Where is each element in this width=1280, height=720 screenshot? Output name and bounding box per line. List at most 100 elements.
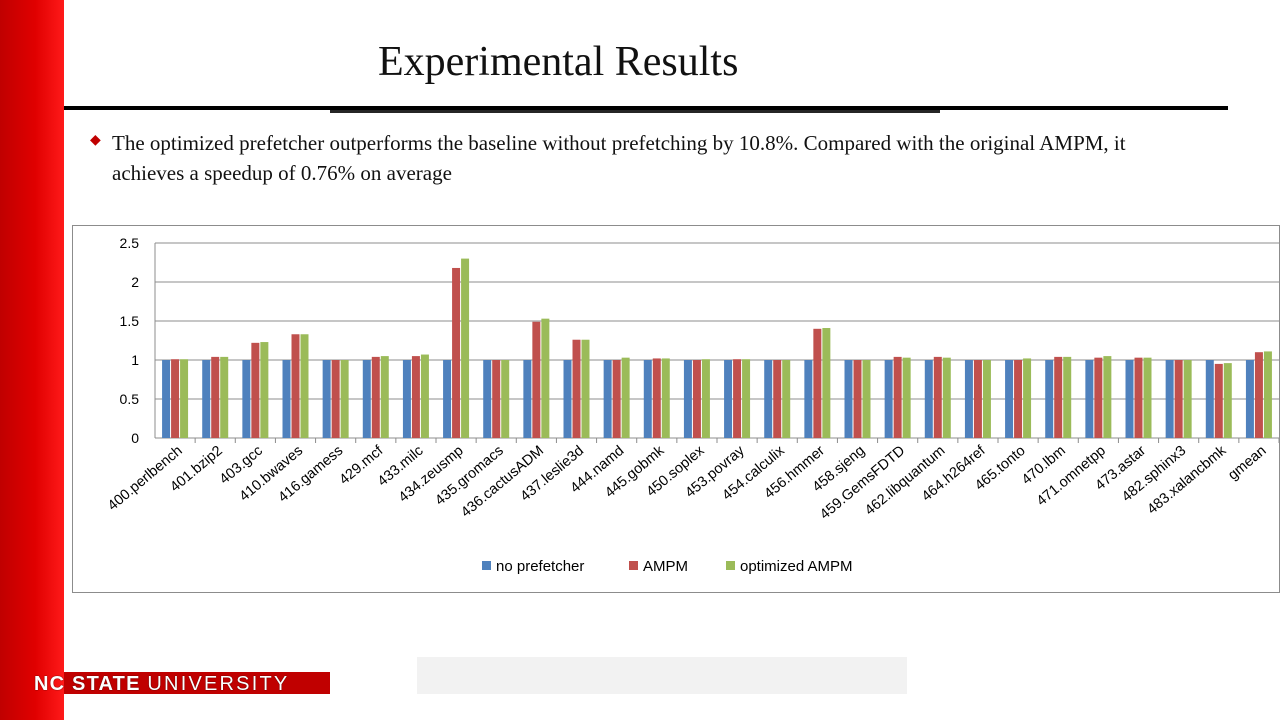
bar-no-prefetcher [362, 360, 371, 438]
bar-no-prefetcher [443, 360, 452, 438]
bar-ampm [411, 356, 420, 438]
y-tick-label: 1 [131, 352, 139, 368]
bar-ampm [532, 321, 541, 438]
footer-logo: NC STATE UNIVERSITY [34, 672, 290, 695]
y-tick-label: 2.5 [120, 235, 140, 251]
bar-ampm [251, 342, 260, 438]
bar-optimized-ampm [1143, 357, 1152, 438]
bar-no-prefetcher [1005, 360, 1014, 438]
bar-optimized-ampm [1103, 356, 1112, 438]
bar-optimized-ampm [380, 356, 389, 438]
bar-optimized-ampm [420, 354, 429, 438]
footer-band [64, 672, 330, 694]
bar-ampm [291, 334, 300, 438]
bar-ampm [331, 360, 340, 438]
bar-optimized-ampm [1263, 351, 1272, 438]
bar-ampm [733, 359, 742, 438]
bar-no-prefetcher [924, 360, 933, 438]
bar-no-prefetcher [202, 360, 211, 438]
bar-no-prefetcher [804, 360, 813, 438]
bar-no-prefetcher [242, 360, 251, 438]
legend-label: AMPM [643, 558, 688, 575]
bar-ampm [171, 359, 180, 438]
bar-ampm [692, 360, 701, 438]
left-brand-bar [0, 0, 64, 720]
slide-title: Experimental Results [378, 39, 739, 85]
bar-ampm [211, 356, 220, 438]
bar-no-prefetcher [1165, 360, 1174, 438]
title-underline [64, 106, 1228, 110]
bar-optimized-ampm [621, 357, 630, 438]
bar-optimized-ampm [982, 360, 991, 438]
bar-optimized-ampm [942, 357, 951, 438]
bar-ampm [813, 328, 822, 438]
bar-no-prefetcher [282, 360, 291, 438]
bar-ampm [652, 358, 661, 438]
bar-ampm [1134, 357, 1143, 438]
bar-no-prefetcher [964, 360, 973, 438]
bar-ampm [1014, 360, 1023, 438]
bar-optimized-ampm [541, 318, 550, 438]
legend-label: optimized AMPM [740, 558, 853, 575]
bar-optimized-ampm [1023, 358, 1032, 438]
bar-no-prefetcher [1245, 360, 1254, 438]
legend-label: no prefetcher [496, 558, 584, 575]
bar-no-prefetcher [683, 360, 692, 438]
bar-ampm [853, 360, 862, 438]
bar-optimized-ampm [180, 359, 189, 438]
bar-no-prefetcher [162, 360, 171, 438]
bar-ampm [572, 339, 581, 438]
bar-optimized-ampm [862, 360, 871, 438]
bar-no-prefetcher [402, 360, 411, 438]
footer-placeholder-box [417, 657, 907, 694]
footer-university: UNIVERSITY [147, 673, 290, 695]
bar-optimized-ampm [902, 357, 911, 438]
bar-no-prefetcher [563, 360, 572, 438]
bar-no-prefetcher [483, 360, 492, 438]
bar-optimized-ampm [701, 359, 710, 438]
y-tick-label: 2 [131, 274, 139, 290]
bar-optimized-ampm [1063, 356, 1072, 438]
bar-optimized-ampm [1183, 360, 1192, 438]
bar-no-prefetcher [764, 360, 773, 438]
bar-ampm [492, 360, 501, 438]
bar-chart: 0 0.5 1 1.5 2 2.5 400.perlbench 401.bzip2 403.gc… [72, 225, 1280, 593]
x-tick-label: gmean [1225, 443, 1269, 484]
bar-no-prefetcher [724, 360, 733, 438]
bar-ampm [773, 360, 782, 438]
bar-optimized-ampm [661, 358, 670, 438]
bar-no-prefetcher [1205, 360, 1214, 438]
bar-no-prefetcher [523, 360, 532, 438]
bar-optimized-ampm [501, 360, 510, 438]
bar-no-prefetcher [643, 360, 652, 438]
legend-swatch [726, 561, 735, 570]
title-underline-accent [330, 110, 940, 113]
bar-no-prefetcher [1045, 360, 1054, 438]
bar-ampm [1094, 357, 1103, 438]
y-tick-label: 1.5 [120, 313, 140, 329]
bar-ampm [973, 360, 982, 438]
bar-no-prefetcher [603, 360, 612, 438]
bar-optimized-ampm [461, 258, 470, 438]
bar-ampm [1254, 352, 1263, 438]
legend-swatch [629, 561, 638, 570]
legend-swatch [482, 561, 491, 570]
bar-optimized-ampm [742, 359, 751, 438]
bar-optimized-ampm [782, 360, 791, 438]
bar-optimized-ampm [340, 360, 349, 438]
bar-no-prefetcher [322, 360, 331, 438]
bar-optimized-ampm [300, 334, 309, 438]
bar-no-prefetcher [844, 360, 853, 438]
bar-ampm [452, 267, 461, 438]
bar-optimized-ampm [581, 339, 590, 438]
y-tick-label: 0 [131, 430, 139, 446]
bar-no-prefetcher [1085, 360, 1094, 438]
bar-optimized-ampm [220, 356, 229, 438]
bar-ampm [371, 356, 380, 438]
bar-optimized-ampm [260, 342, 269, 438]
bar-no-prefetcher [884, 360, 893, 438]
footer-brand: NC STATE [34, 673, 141, 695]
bar-no-prefetcher [1125, 360, 1134, 438]
bullet-text: The optimized prefetcher outperforms the… [112, 131, 1126, 185]
bar-ampm [1174, 360, 1183, 438]
